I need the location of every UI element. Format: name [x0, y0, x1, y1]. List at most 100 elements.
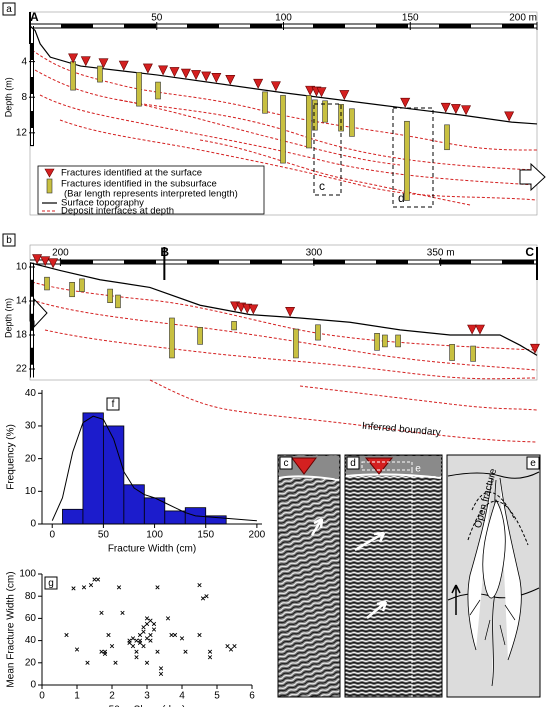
point [197, 632, 202, 638]
point [144, 660, 150, 665]
y-tick-label: 80 [25, 591, 37, 602]
subsurface-fracture [404, 120, 410, 201]
x-tick-label: 200 [52, 248, 69, 259]
y-tick-label: 20 [25, 453, 37, 464]
legend-box [37, 165, 265, 215]
bar [82, 412, 104, 525]
point [137, 640, 143, 645]
point [134, 655, 139, 660]
point [207, 649, 213, 654]
panel-label-box [2, 233, 16, 247]
point [155, 585, 160, 590]
point [144, 636, 150, 641]
y-tick-label: 30 [25, 421, 37, 432]
point [71, 586, 76, 591]
subsurface-fracture [115, 294, 121, 309]
topography [29, 262, 538, 356]
y-tick-label: 22 [16, 364, 28, 375]
point [74, 647, 80, 652]
surface-fracture [529, 343, 540, 354]
point [225, 644, 230, 649]
section-label: A [30, 10, 39, 24]
topography [29, 25, 538, 125]
panel-label: c [284, 458, 289, 469]
surface-fracture [474, 324, 485, 335]
surface-fracture [211, 73, 222, 84]
subsurface-fracture [107, 288, 113, 304]
bar [164, 510, 186, 525]
surface-fracture [285, 307, 296, 317]
surface-fracture [467, 324, 478, 335]
surface-fracture [461, 105, 472, 116]
surface-fracture [98, 58, 109, 69]
surface-fracture [253, 78, 264, 89]
point [95, 577, 101, 582]
subsurface-fracture [169, 317, 175, 359]
x-tick-label: 150 [402, 13, 419, 24]
subsurface-fracture [315, 324, 321, 341]
surface-fracture [142, 63, 153, 74]
subsurface-fracture [280, 95, 286, 164]
point [141, 625, 146, 630]
surface-fracture [225, 74, 236, 85]
y-tick-label: 100 [19, 569, 36, 580]
surface-fracture [68, 53, 79, 64]
x-tick-label: 200 [249, 530, 266, 541]
point [183, 649, 188, 654]
surface-fracture [191, 70, 202, 81]
continuation-arrow [519, 162, 546, 192]
point [197, 582, 202, 588]
point [88, 582, 94, 588]
point [179, 636, 185, 641]
section-label: C [525, 245, 534, 259]
subsurface-fracture [44, 276, 50, 291]
subsurface-fracture [382, 334, 388, 348]
x-axis-label: 50 m Slope (deg) [109, 705, 186, 707]
x-tick-label: 50 [98, 530, 110, 541]
y-tick-label: 14 [16, 296, 28, 307]
detail-box-label: d [398, 191, 405, 205]
subsurface-fracture [136, 71, 142, 107]
point [144, 621, 150, 627]
x-tick-label: 100 [146, 530, 163, 541]
point [92, 577, 97, 582]
legend-symbol [44, 168, 55, 178]
x-tick-label: 6 [249, 691, 255, 702]
y-axis-label: Depth (m) [3, 298, 13, 338]
subsurface-fracture [262, 91, 268, 114]
point [169, 632, 174, 638]
point [207, 655, 213, 660]
legend-label: Deposit interfaces at depth [61, 206, 174, 217]
surface-fracture [201, 71, 212, 82]
subsurface-fracture [349, 108, 355, 137]
y-axis-label: Depth (m) [3, 77, 13, 117]
point [148, 632, 153, 638]
surface-fracture [248, 304, 259, 315]
point [141, 644, 146, 649]
deposit-interfaces-a [31, 49, 538, 206]
surface-fracture [169, 67, 180, 78]
section-label: B [160, 245, 169, 259]
point [204, 594, 209, 599]
panel-label: e [530, 458, 536, 469]
point [116, 585, 122, 590]
point [228, 647, 234, 652]
subsurface-fracture [312, 99, 318, 131]
x-tick-label: 350 m [427, 248, 455, 259]
point [113, 660, 118, 665]
panel-label: g [48, 578, 54, 589]
point [109, 644, 115, 649]
surface-fracture [48, 258, 59, 269]
x-tick-label: 0 [39, 691, 45, 702]
point [127, 640, 132, 645]
sketch-panel-e: Open fracture e [446, 454, 541, 698]
surface-fracture [80, 56, 91, 67]
x-tick-label: 200 m [509, 13, 537, 24]
point [137, 632, 143, 638]
surface-fracture [180, 68, 191, 79]
surface-fracture [158, 65, 169, 76]
surface-fracture [118, 60, 129, 71]
point [120, 610, 125, 615]
annotation: Inferred boundary [362, 421, 442, 439]
x-axis-label: Fracture Width (cm) [108, 544, 196, 555]
